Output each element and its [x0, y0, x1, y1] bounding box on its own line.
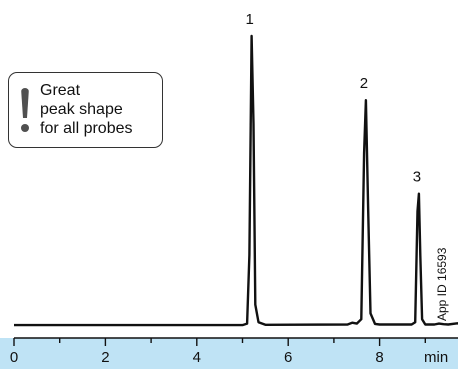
peak-label-2: 2 [360, 75, 368, 92]
callout-line: Great [40, 82, 81, 99]
callout-line: peak shape [40, 101, 123, 118]
x-tick-label: 8 [375, 349, 383, 366]
peak-labels: 1 2 3 [245, 11, 421, 186]
peak-label-3: 3 [413, 169, 421, 186]
x-axis-ticks: 0246810 [10, 338, 426, 366]
callout-text: Great peak shape for all probes [40, 81, 133, 138]
callout-box: Great peak shape for all probes [8, 72, 163, 148]
chromatogram-trace [14, 34, 458, 327]
plot-area [0, 0, 458, 338]
x-tick-label: 4 [193, 349, 201, 366]
x-tick-label: 2 [101, 349, 109, 366]
axis-band [0, 338, 458, 369]
app-id-watermark: App ID 16593 [435, 247, 449, 321]
x-tick-label: 6 [284, 349, 292, 366]
peak-label-1: 1 [245, 11, 253, 28]
callout-line: for all probes [40, 120, 133, 137]
exclamation-icon [18, 88, 32, 136]
x-tick-label: 0 [10, 349, 18, 366]
x-axis-unit: min [424, 349, 448, 366]
